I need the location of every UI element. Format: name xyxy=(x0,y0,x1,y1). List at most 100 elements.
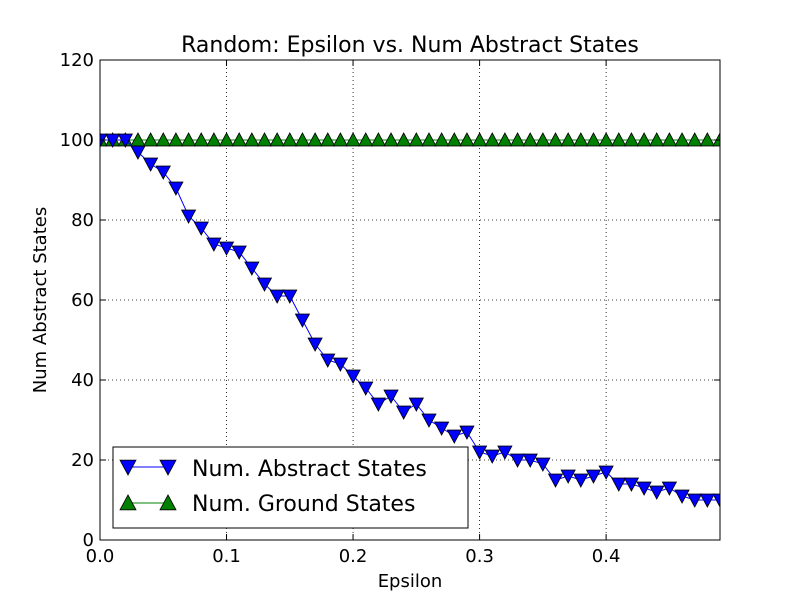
data-point xyxy=(560,469,576,484)
data-point xyxy=(358,381,374,396)
data-point xyxy=(446,132,462,147)
data-point xyxy=(471,445,488,460)
data-point xyxy=(649,485,665,500)
data-point xyxy=(244,261,260,276)
data-point xyxy=(509,453,526,468)
x-tick-label: 0.4 xyxy=(592,546,621,567)
legend-label-ground-states: Num. Ground States xyxy=(192,492,415,517)
data-point xyxy=(421,132,437,147)
data-point xyxy=(547,473,564,488)
data-point xyxy=(699,132,716,147)
y-tick-label: 0 xyxy=(83,530,94,551)
axis-ticks: 0.0 0.1 0.2 0.3 0.4 0 20 40 60 80 100 120 xyxy=(60,50,720,567)
data-point xyxy=(471,132,488,147)
data-point xyxy=(522,453,538,468)
plot-series xyxy=(100,132,720,508)
data-point xyxy=(345,369,361,384)
data-point xyxy=(585,132,602,147)
data-point xyxy=(509,132,526,147)
x-tick-label: 0.3 xyxy=(465,546,494,567)
data-point xyxy=(231,132,247,147)
series-ground-states xyxy=(100,132,720,147)
data-point xyxy=(408,132,424,147)
data-point xyxy=(180,132,197,147)
data-point xyxy=(687,132,703,147)
data-point xyxy=(712,132,720,147)
data-point xyxy=(522,132,538,147)
data-point xyxy=(320,353,336,368)
data-point xyxy=(598,465,614,480)
y-tick-label: 20 xyxy=(71,450,94,471)
legend-entry-ground-states xyxy=(119,494,177,511)
data-point xyxy=(446,429,462,444)
data-point xyxy=(396,132,412,147)
data-point xyxy=(611,477,627,492)
data-point xyxy=(661,481,678,496)
data-point xyxy=(623,477,640,492)
data-point xyxy=(282,132,298,147)
data-point xyxy=(193,221,209,236)
data-point xyxy=(611,132,627,147)
legend-marker xyxy=(119,494,137,511)
data-point xyxy=(687,493,703,508)
data-point xyxy=(459,425,475,440)
data-point xyxy=(332,132,349,147)
data-point xyxy=(231,245,247,260)
y-tick-label: 80 xyxy=(71,210,94,231)
data-point xyxy=(358,132,374,147)
data-point xyxy=(459,132,475,147)
data-point xyxy=(585,469,602,484)
data-point xyxy=(649,132,665,147)
data-point xyxy=(269,289,285,304)
data-point xyxy=(307,337,323,352)
data-point xyxy=(535,457,551,472)
data-point xyxy=(206,237,222,252)
data-point xyxy=(256,132,273,147)
legend-entry-abstract-states xyxy=(119,459,177,476)
legend-label-abstract-states: Num. Abstract States xyxy=(192,457,427,482)
data-point xyxy=(345,132,361,147)
data-point xyxy=(560,132,576,147)
data-point xyxy=(674,132,690,147)
data-point xyxy=(370,397,387,412)
data-point xyxy=(699,493,716,508)
data-point xyxy=(104,133,121,148)
data-point xyxy=(117,133,133,148)
data-point xyxy=(484,449,500,464)
legend-marker xyxy=(119,459,137,476)
data-point xyxy=(307,132,323,147)
y-axis-label: Num Abstract States xyxy=(30,207,51,393)
data-point xyxy=(433,421,450,436)
data-point xyxy=(244,132,260,147)
y-tick-label: 100 xyxy=(60,130,94,151)
data-point xyxy=(332,357,349,372)
legend-marker xyxy=(159,494,177,511)
data-point xyxy=(130,132,146,147)
data-point xyxy=(142,132,159,147)
chart-title: Random: Epsilon vs. Num Abstract States xyxy=(181,33,639,58)
data-point xyxy=(383,389,399,404)
data-point xyxy=(636,481,652,496)
x-tick-label: 0.0 xyxy=(86,546,115,567)
data-point xyxy=(218,132,235,147)
data-point xyxy=(206,132,222,147)
data-point xyxy=(294,132,311,147)
data-point xyxy=(484,132,500,147)
data-point xyxy=(320,132,336,147)
data-point xyxy=(130,145,146,160)
data-point xyxy=(370,132,387,147)
data-point xyxy=(497,132,513,147)
data-point xyxy=(408,397,424,412)
x-tick-label: 0.1 xyxy=(212,546,241,567)
data-point xyxy=(218,241,235,256)
legend: Num. Abstract States Num. Ground States xyxy=(112,446,469,529)
data-point xyxy=(497,445,513,460)
data-point xyxy=(155,165,171,180)
data-point xyxy=(535,132,551,147)
data-point xyxy=(168,181,184,196)
data-point xyxy=(674,489,690,504)
data-point xyxy=(712,493,720,508)
data-point xyxy=(168,132,184,147)
